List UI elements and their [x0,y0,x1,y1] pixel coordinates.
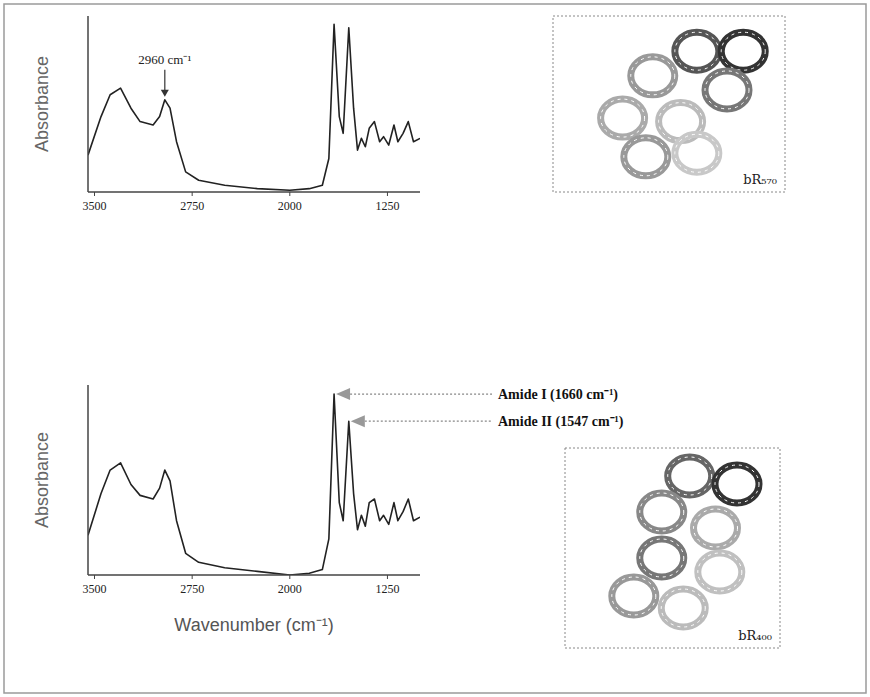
x-tick-label: 2750 [180,582,204,596]
helix [631,57,675,95]
helix-texture [675,32,719,70]
y-axis [87,385,89,575]
helix [661,589,705,627]
helix [640,539,684,577]
helix [668,457,712,495]
annotation: 2960 cm⁻¹ [138,52,191,67]
x-tick [289,575,290,579]
helix [698,553,742,591]
helix [640,493,684,531]
x-axis-title: Wavenumber (cm⁻¹) [174,615,333,635]
x-tick [387,192,388,196]
y-axis-title: Absorbance [32,432,52,528]
x-tick [94,575,95,579]
figure-frame [4,4,866,693]
helix [624,138,668,176]
x-tick [192,575,193,579]
helix-texture [624,138,668,176]
annotation-leader [346,393,492,394]
y-axis-title: Absorbance [32,56,52,152]
annotation-arrowhead [351,415,365,427]
helix-texture [694,509,738,547]
annotation-arrowhead [336,388,350,400]
x-tick [94,192,95,196]
helix [612,577,656,615]
helix-texture [705,71,749,109]
x-tick [387,575,388,579]
annotation: Amide II (1547 cm⁻¹) [498,414,624,430]
helix-texture [612,577,656,615]
y-axis [87,16,89,192]
panel: 3500 2750 2000 1250 Absorbance Wavenumber (cm… [32,385,780,648]
x-tick-label: 2750 [180,199,204,213]
inset-frame [553,16,785,192]
helix-texture [601,99,645,137]
annotation-arrowhead [161,90,169,97]
x-tick-label: 2000 [278,199,302,213]
structure-inset: bR₄₀₀ [565,448,780,648]
helix [721,32,765,70]
helix-texture [721,32,765,70]
annotation-arrow [164,70,165,92]
x-axis [88,191,420,193]
figure: 3500 2750 2000 1250 Absorbance 2960 cm⁻¹ bR₅₇₀… [0,0,870,697]
helix-texture [640,493,684,531]
helix [715,465,759,503]
x-tick-label: 3500 [83,199,107,213]
inset-label: bR₄₀₀ [738,628,772,643]
helix [675,134,719,172]
panel: 3500 2750 2000 1250 Absorbance 2960 cm⁻¹ bR₅₇₀ [32,16,785,213]
helix [705,71,749,109]
helix-texture [698,553,742,591]
helix-texture [661,589,705,627]
x-tick-label: 1250 [375,199,399,213]
inset-label: bR₅₇₀ [743,172,777,187]
structure-inset: bR₅₇₀ [553,16,785,192]
inset-frame [565,448,780,648]
x-tick-label: 1250 [375,582,399,596]
annotation: Amide I (1660 cm⁻¹) [498,387,618,403]
plot-area [88,24,420,190]
helix-texture [631,57,675,95]
x-axis [88,574,420,576]
annotation-leader [361,421,492,422]
helix [601,99,645,137]
helix-texture [675,134,719,172]
helix [694,509,738,547]
x-tick [289,192,290,196]
helix [675,32,719,70]
helix-texture [640,539,684,577]
helix-texture [715,465,759,503]
helix-texture [668,457,712,495]
spectrum-line [88,24,420,190]
x-tick [192,192,193,196]
x-tick-label: 3500 [83,582,107,596]
x-tick-label: 2000 [278,582,302,596]
